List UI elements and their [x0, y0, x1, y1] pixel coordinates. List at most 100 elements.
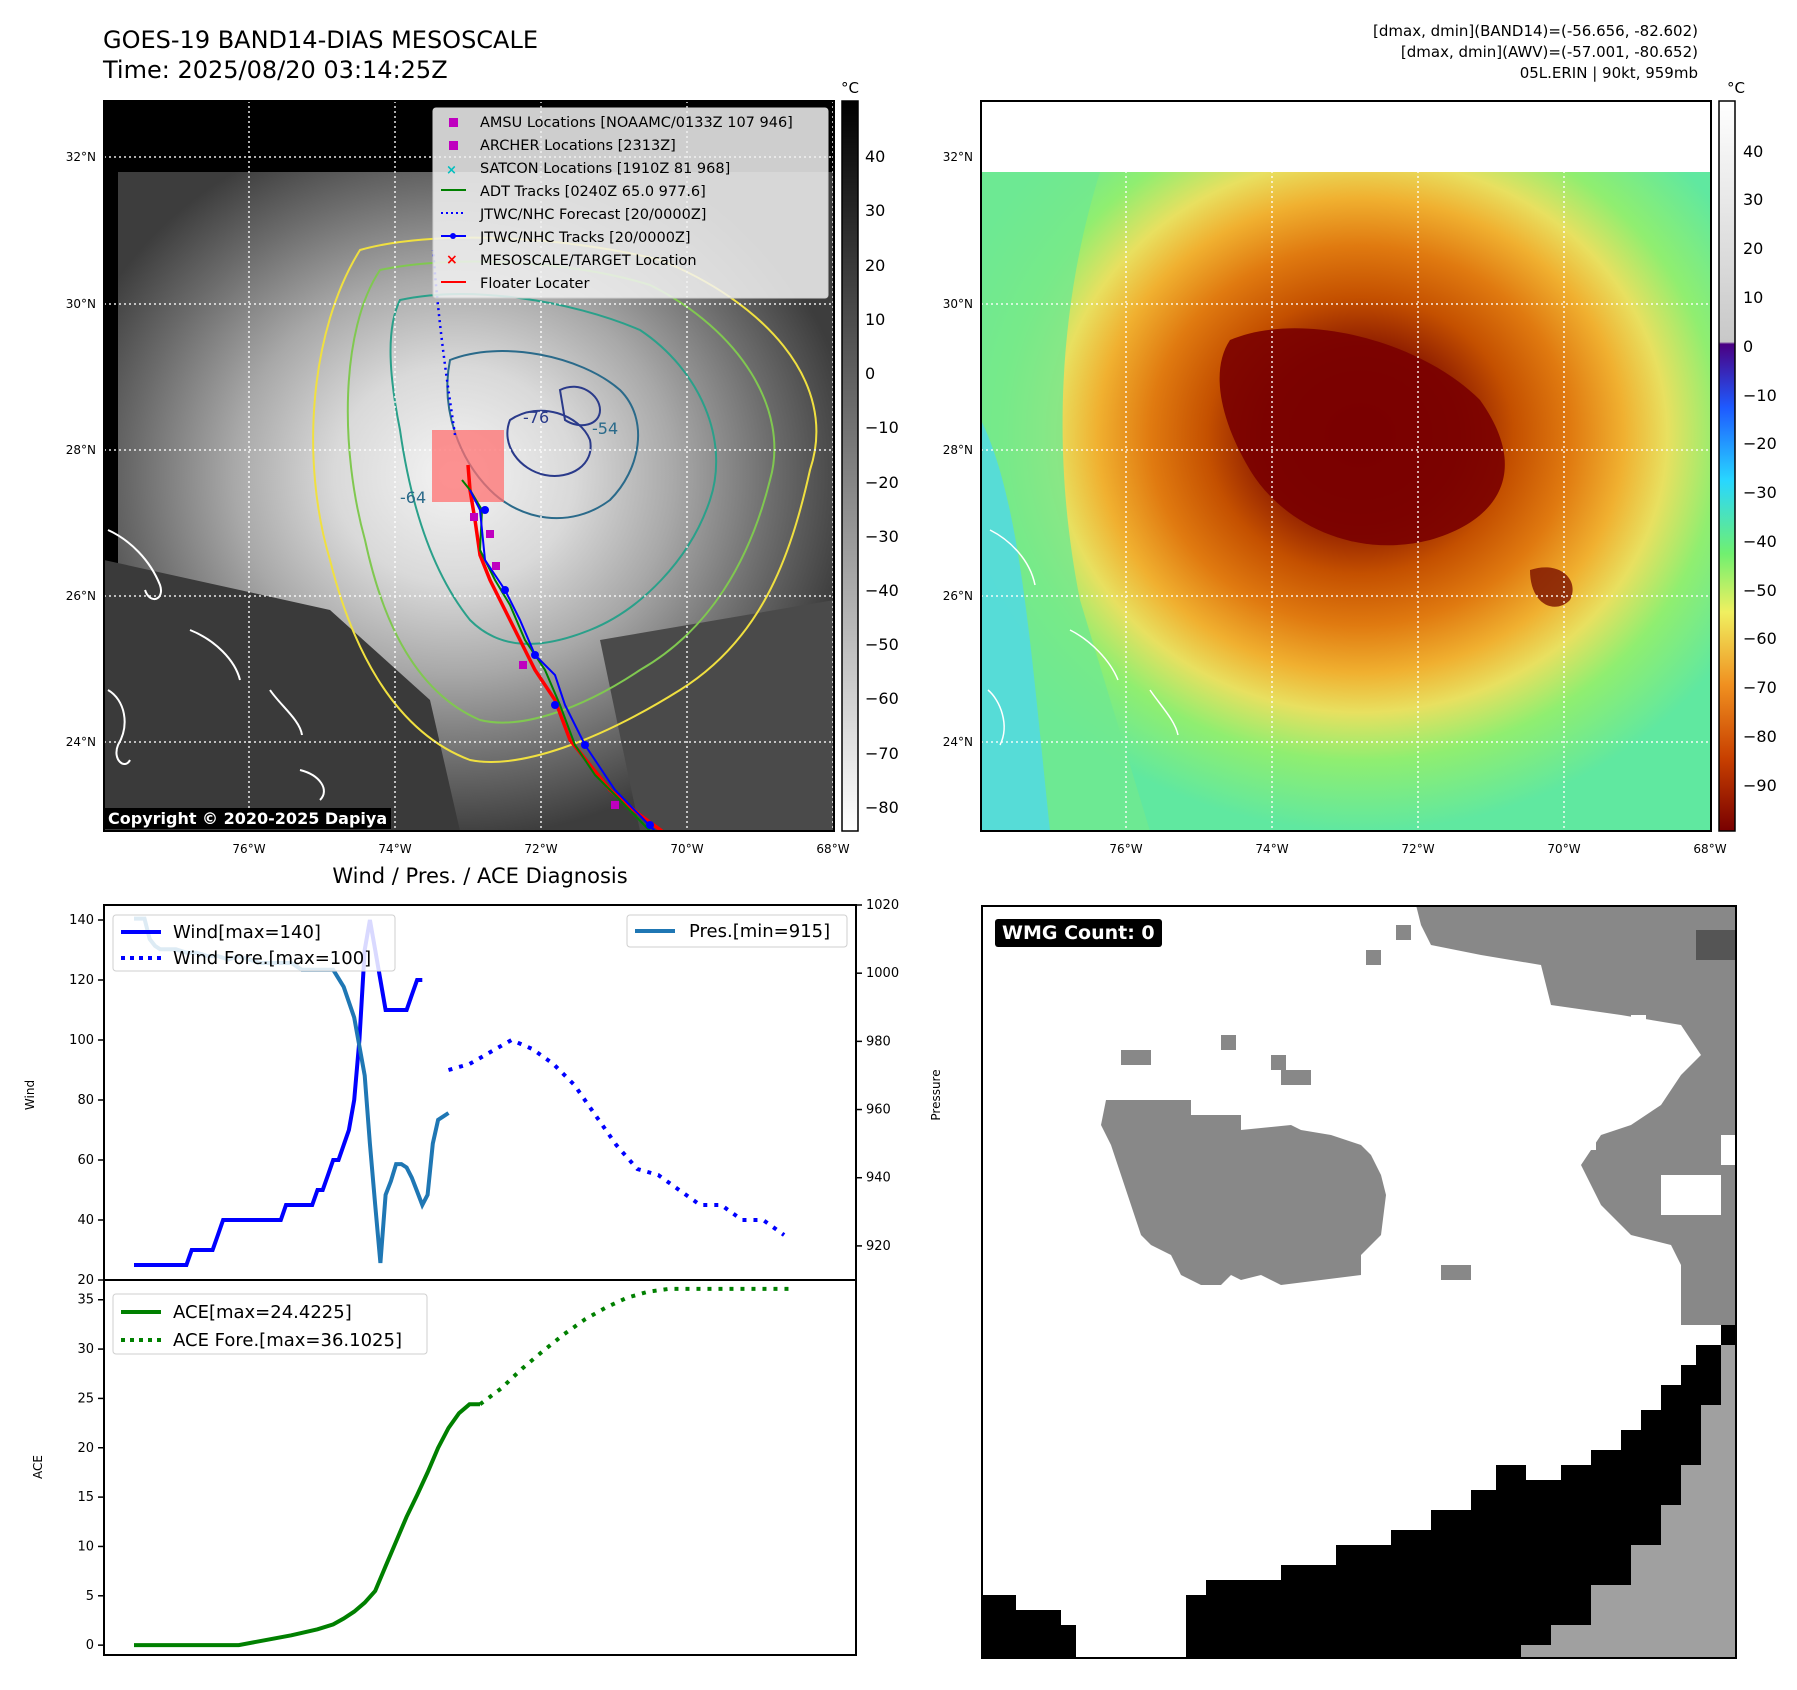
- lon-tick: 68°W: [816, 842, 849, 856]
- ace-tick-label: 30: [77, 1342, 94, 1357]
- colorbar-tick: 30: [865, 201, 885, 220]
- ace-tick-label: 20: [77, 1441, 94, 1456]
- lon-tick: 72°W: [1401, 842, 1434, 856]
- awv-lon-ticks: 76°W 74°W 72°W 70°W 68°W: [1109, 842, 1726, 856]
- pressure-tick-label: 980: [866, 1034, 891, 1049]
- band14-lon-ticks: 76°W 74°W 72°W 70°W 68°W: [232, 842, 849, 856]
- awv-range: [dmax, dmin](AWV)=(-57.001, -80.652): [1400, 43, 1698, 61]
- ace-tick-label: 25: [77, 1391, 94, 1406]
- colorbar-tick: −70: [1743, 678, 1777, 697]
- pressure-tick-label: 1000: [866, 966, 899, 981]
- ace-tick-label: 15: [77, 1490, 94, 1505]
- lat-tick: 28°N: [66, 443, 96, 457]
- lat-tick: 30°N: [66, 297, 96, 311]
- wind-tick-label: 100: [69, 1033, 94, 1048]
- lon-tick: 70°W: [670, 842, 703, 856]
- copyright-label: Copyright © 2020-2025 Dapiya: [104, 808, 392, 829]
- wind-tick-label: 80: [77, 1093, 94, 1108]
- ace-tick-label: 35: [77, 1293, 94, 1308]
- lon-tick: 76°W: [232, 842, 265, 856]
- wind-tick-label: 140: [69, 913, 94, 928]
- legend-square-marker: [449, 141, 458, 150]
- contour-label: -54: [592, 419, 618, 438]
- colorbar-tick: −80: [1743, 727, 1777, 746]
- wind-tick-label: 20: [77, 1273, 94, 1288]
- lat-tick: 30°N: [943, 297, 973, 311]
- wind-tick-label: 60: [77, 1153, 94, 1168]
- colorbar-tick: −10: [865, 418, 899, 437]
- colorbar-tick: 20: [1743, 239, 1763, 258]
- band14-range: [dmax, dmin](BAND14)=(-56.656, -82.602): [1373, 22, 1698, 40]
- pressure-tick-label: 940: [866, 1171, 891, 1186]
- colorbar-tick: 0: [865, 364, 875, 383]
- wind-tick-label: 120: [69, 973, 94, 988]
- awv-lat-ticks: 32°N 30°N 28°N 26°N 24°N: [943, 150, 973, 749]
- awv-imagery: [981, 101, 1711, 831]
- colorbar-tick: −30: [865, 527, 899, 546]
- lat-tick: 28°N: [943, 443, 973, 457]
- band14-colorbar: [841, 100, 859, 832]
- awv-colorbar: [1718, 100, 1736, 832]
- colorbar-tick: −50: [1743, 581, 1777, 600]
- contour-label: -76: [523, 408, 549, 427]
- lat-tick: 24°N: [66, 735, 96, 749]
- band14-lat-ticks: 32°N 30°N 28°N 26°N 24°N: [66, 150, 96, 749]
- legend-label: Wind[max=140]: [173, 922, 321, 943]
- wind-series-line: [134, 919, 423, 1267]
- colorbar-tick: −40: [865, 581, 899, 600]
- wind-tick-label: 40: [77, 1213, 94, 1228]
- wind-axis-label: Wind: [23, 1080, 37, 1110]
- wmg-black-region: [981, 1325, 1737, 1659]
- colorbar-tick: −40: [1743, 532, 1777, 551]
- pressure-tick-label: 960: [866, 1103, 891, 1118]
- figure-title: GOES-19 BAND14-DIAS MESOSCALE: [103, 26, 539, 54]
- ace-series-line: [478, 1286, 795, 1406]
- colorbar-tick: −60: [865, 689, 899, 708]
- lon-tick: 68°W: [1693, 842, 1726, 856]
- colorbar-tick: −90: [1743, 776, 1777, 795]
- legend-label: ARCHER Locations [2313Z]: [480, 138, 676, 154]
- legend-label: ADT Tracks [0240Z 65.0 977.6]: [480, 184, 706, 200]
- diagnosis-title: Wind / Pres. / ACE Diagnosis: [332, 864, 628, 888]
- lat-tick: 32°N: [943, 150, 973, 164]
- colorbar-unit: °C: [841, 79, 859, 97]
- colorbar-tick: −20: [865, 473, 899, 492]
- band14-map: -76 -54 -64 × × AMSU Locations [NOAAMC/0…: [66, 79, 1777, 856]
- ace-legend: ACE[max=24.4225] ACE Fore.[max=36.1025]: [112, 1293, 428, 1355]
- lat-tick: 26°N: [66, 589, 96, 603]
- ace-series-line: [134, 1402, 480, 1648]
- ace-tick-label: 0: [86, 1638, 94, 1653]
- contour-label: -64: [400, 488, 426, 507]
- figure-time: Time: 2025/08/20 03:14:25Z: [103, 56, 448, 84]
- colorbar-tick: −20: [1743, 434, 1777, 453]
- colorbar-unit: °C: [1727, 79, 1745, 97]
- legend-x-marker: ×: [446, 163, 457, 178]
- ace-tick-label: 10: [77, 1539, 94, 1554]
- legend-x-marker: ×: [446, 252, 458, 268]
- colorbar-tick: 30: [1743, 190, 1763, 209]
- legend-label: JTWC/NHC Forecast [20/0000Z]: [479, 207, 706, 223]
- legend-label: ACE[max=24.4225]: [173, 1302, 352, 1323]
- legend-label: JTWC/NHC Tracks [20/0000Z]: [479, 230, 691, 246]
- band14-legend: × × AMSU Locations [NOAAMC/0133Z 107 946…: [432, 107, 829, 299]
- legend-label: SATCON Locations [1910Z 81 968]: [480, 161, 730, 177]
- legend-label: MESOSCALE/TARGET Location: [480, 253, 697, 269]
- wmg-panel: [981, 905, 1737, 1659]
- colorbar-tick: 20: [865, 256, 885, 275]
- legend-label: Floater Locater: [480, 276, 589, 292]
- lon-tick: 72°W: [524, 842, 557, 856]
- wind-series-line: [447, 1037, 786, 1237]
- lon-tick: 74°W: [378, 842, 411, 856]
- pressure-legend: Pres.[min=915]: [626, 914, 848, 948]
- wmg-gray-region: [1101, 905, 1737, 1325]
- colorbar-tick: −10: [1743, 386, 1777, 405]
- colorbar-tick: −80: [865, 798, 899, 817]
- pressure-axis-label: Pressure: [929, 1069, 943, 1120]
- lat-tick: 26°N: [943, 589, 973, 603]
- awv-colorbar-ticks: 40 30 20 10 0 −10 −20 −30 −40 −50 −60 −7…: [1743, 142, 1777, 795]
- lat-tick: 24°N: [943, 735, 973, 749]
- lon-tick: 70°W: [1547, 842, 1580, 856]
- legend-label: AMSU Locations [NOAAMC/0133Z 107 946]: [480, 115, 793, 131]
- colorbar-tick: 0: [1743, 337, 1753, 356]
